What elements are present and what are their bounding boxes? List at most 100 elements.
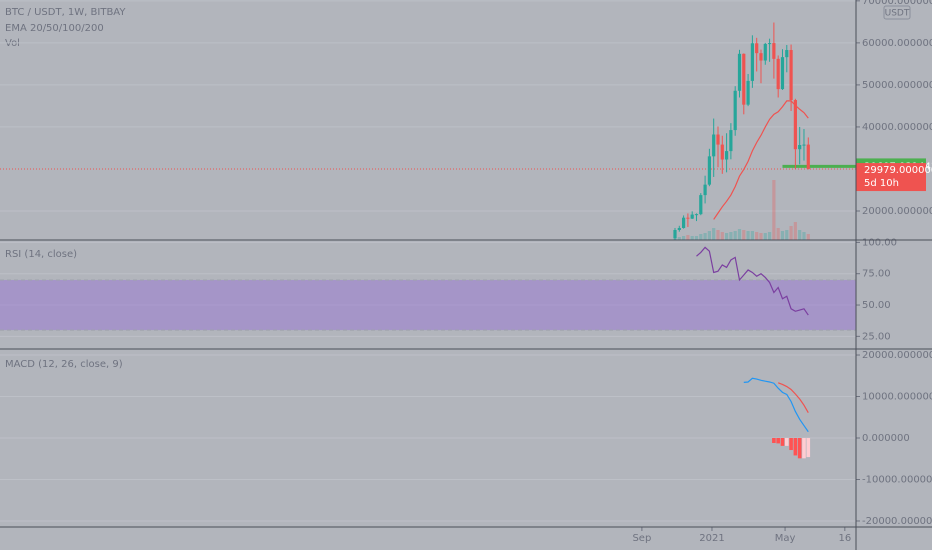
volume-bar	[798, 230, 802, 240]
y-tick-label: 10000.000000	[862, 392, 932, 403]
candle-body	[742, 53, 746, 105]
macd-line	[777, 382, 809, 413]
candle-body	[737, 53, 742, 91]
ema-legend: EMA 20/50/100/200	[5, 23, 104, 34]
y-tick-label: 100.00	[862, 237, 897, 248]
macd-histogram-bar	[776, 438, 780, 444]
y-tick-label: 50000.000000	[862, 80, 932, 91]
candle-body	[729, 130, 733, 152]
candle-body	[789, 50, 793, 101]
x-tick-label: May	[775, 533, 796, 544]
macd-histogram-bar	[780, 438, 785, 446]
x-tick-label: Sep	[632, 533, 651, 544]
candle-body	[724, 151, 729, 160]
candle-body	[785, 50, 789, 58]
candle-body	[720, 144, 724, 160]
rsi-line	[696, 246, 809, 316]
macd-histogram-bar	[806, 438, 811, 458]
volume-bar	[699, 234, 703, 240]
candle-body	[681, 217, 686, 228]
candle-body	[806, 144, 810, 170]
price-label-bg	[856, 163, 926, 192]
candle-body	[694, 214, 699, 216]
y-tick-label: 20000.000000	[862, 206, 932, 217]
macd-histogram-bar	[793, 438, 798, 456]
volume-bar	[720, 232, 724, 240]
macd-histogram-bar	[789, 438, 793, 451]
volume-bar	[772, 180, 776, 240]
x-tick-label: 2021	[699, 533, 724, 544]
volume-bar	[742, 230, 746, 240]
volume-bar	[802, 232, 806, 240]
volume-bar	[681, 236, 686, 240]
rsi-legend: RSI (14, close)	[5, 249, 77, 260]
volume-bar	[694, 236, 699, 240]
y-tick-label: 70000.000000	[862, 0, 932, 7]
candle-body	[707, 156, 711, 185]
price-label: 29979.000000	[864, 165, 932, 176]
x-tick-label: 16	[838, 533, 851, 544]
volume-bar	[712, 228, 716, 240]
symbol-title: BTC / USDT, 1W, BITBAY	[5, 7, 126, 18]
currency-label: USDT	[885, 9, 910, 19]
candle-body	[755, 43, 759, 54]
y-tick-label: 20000.000000	[862, 350, 932, 361]
y-tick-label: 50.00	[862, 300, 891, 311]
candle-body	[776, 58, 780, 90]
volume-bar	[677, 237, 681, 240]
volume-bar	[729, 232, 733, 240]
candle-body	[793, 100, 797, 150]
ema-line	[713, 100, 809, 220]
candle-body	[763, 43, 767, 61]
candle-body	[759, 53, 763, 61]
candle-body	[716, 134, 720, 145]
volume-bar	[733, 231, 737, 240]
candle-body	[750, 43, 754, 81]
volume-bar	[707, 231, 711, 240]
y-tick-label: 25.00	[862, 331, 891, 342]
volume-bar	[750, 231, 754, 240]
volume-bar	[755, 232, 759, 240]
candle-body	[712, 134, 716, 157]
candle-body	[699, 195, 703, 215]
candle-body	[802, 144, 806, 146]
candle-body	[772, 43, 776, 59]
macd-histogram-bar	[772, 438, 776, 443]
macd-histogram-bar	[797, 438, 802, 459]
volume-bar	[767, 232, 772, 240]
candle-body	[690, 214, 694, 219]
volume-bar	[690, 236, 694, 240]
candle-body	[746, 80, 750, 105]
volume-bar	[724, 233, 729, 240]
candle-body	[733, 90, 737, 131]
volume-legend: Vol	[5, 38, 20, 49]
volume-bar	[789, 226, 793, 240]
candle-body	[767, 43, 772, 45]
y-tick-label: 60000.000000	[862, 38, 932, 49]
y-tick-label: 75.00	[862, 269, 891, 280]
volume-bar	[793, 222, 797, 240]
countdown-label: 5d 10h	[864, 178, 899, 189]
volume-bar	[806, 234, 810, 240]
candle-body	[703, 184, 707, 196]
macd-histogram-bar	[784, 438, 789, 446]
volume-bar	[686, 235, 690, 240]
macd-legend: MACD (12, 26, close, 9)	[5, 359, 123, 370]
volume-bar	[703, 233, 707, 240]
currency-badge	[883, 5, 911, 20]
volume-bar	[737, 229, 742, 240]
y-tick-label: 40000.000000	[862, 122, 932, 133]
candle-body	[798, 145, 802, 150]
candle-body	[677, 227, 681, 230]
candle-body	[673, 229, 677, 239]
volume-bar	[716, 230, 720, 240]
y-tick-label: -10000.000000	[862, 474, 932, 485]
volume-bar	[785, 230, 789, 240]
y-tick-label: 0.000000	[862, 433, 910, 444]
candle-body	[780, 57, 785, 90]
volume-bar	[776, 228, 780, 240]
rsi-band	[0, 279, 856, 331]
